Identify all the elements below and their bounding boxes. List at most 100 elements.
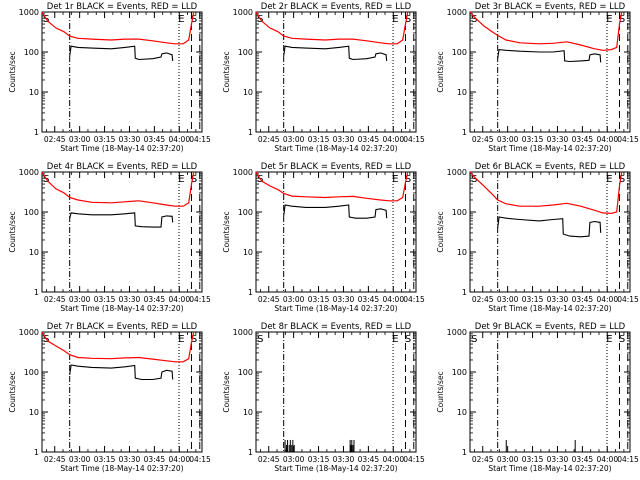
y-tick-label: 100 — [238, 208, 253, 217]
lld-series-line — [255, 171, 409, 202]
y-tick-label: 10 — [243, 248, 253, 257]
x-tick-label: 04:00 — [168, 135, 190, 144]
y-tick-label: 1 — [462, 288, 467, 297]
x-tick-label: 03:45 — [144, 455, 166, 464]
x-tick-label: 03:00 — [283, 135, 305, 144]
y-tick-label: 1 — [248, 288, 253, 297]
x-tick-label: 03:00 — [69, 455, 91, 464]
y-tick-label: 1000 — [19, 168, 39, 177]
x-tick-label: 03:30 — [333, 295, 355, 304]
marker-label-s: S — [405, 174, 411, 185]
y-tick-label: 10 — [243, 88, 253, 97]
y-tick-label: 100 — [24, 48, 39, 57]
y-tick-label: 1000 — [447, 328, 467, 337]
y-tick-label: 1000 — [447, 168, 467, 177]
panel-title: Det 4r BLACK = Events, RED = LLD — [47, 162, 198, 172]
events-series-line — [69, 45, 174, 61]
x-axis-label: Start Time (18-May-14 02:37:20) — [488, 464, 611, 473]
panel-det-4: Det 4r BLACK = Events, RED = LLD 1 10 100 10… — [8, 162, 211, 313]
plot-frame — [41, 171, 203, 293]
lld-series-line — [469, 11, 623, 51]
panel-det-2: Det 2r BLACK = Events, RED = LLD 1 10 100 10… — [222, 2, 425, 153]
x-tick-label: 03:45 — [358, 295, 380, 304]
y-tick-label: 10 — [29, 248, 39, 257]
y-tick-label: 1 — [34, 448, 39, 457]
x-tick-label: 02:45 — [44, 295, 66, 304]
y-tick-label: 1 — [34, 288, 39, 297]
y-tick-label: 10 — [243, 408, 253, 417]
marker-label-e: E — [606, 334, 612, 345]
x-tick-label: 03:15 — [522, 135, 544, 144]
x-tick-label: 03:00 — [283, 455, 305, 464]
panel-det-5: Det 5r BLACK = Events, RED = LLD 1 10 100 10… — [222, 162, 425, 313]
marker-label-s: S — [619, 174, 625, 185]
y-tick-label: 1000 — [447, 8, 467, 17]
y-tick-label: 1 — [248, 128, 253, 137]
x-tick-label: 03:15 — [94, 295, 116, 304]
x-axis-label: Start Time (18-May-14 02:37:20) — [60, 144, 183, 153]
x-tick-label: 03:00 — [497, 455, 519, 464]
plot-frame — [255, 331, 417, 453]
events-series-line — [497, 216, 602, 238]
panel-title: Det 7r BLACK = Events, RED = LLD — [47, 322, 198, 332]
y-tick-label: 100 — [238, 48, 253, 57]
events-series-line — [283, 204, 388, 219]
lld-series-line — [41, 171, 195, 207]
x-tick-label: 03:00 — [497, 135, 519, 144]
y-tick-label: 1 — [34, 128, 39, 137]
x-tick-label: 04:15 — [189, 455, 211, 464]
x-tick-label: 03:30 — [119, 135, 141, 144]
y-tick-label: 1 — [462, 128, 467, 137]
panel-title: Det 8r BLACK = Events, RED = LLD — [261, 322, 412, 332]
x-tick-label: 03:30 — [547, 295, 569, 304]
x-axis-label: Start Time (18-May-14 02:37:20) — [274, 304, 397, 313]
x-tick-label: 03:45 — [358, 455, 380, 464]
x-tick-label: 03:30 — [547, 455, 569, 464]
x-tick-label: 04:15 — [617, 295, 639, 304]
x-tick-label: 04:00 — [168, 295, 190, 304]
y-tick-label: 10 — [29, 408, 39, 417]
y-axis-label: Counts/sec — [222, 211, 231, 252]
y-axis-label: Counts/sec — [8, 51, 17, 92]
x-tick-label: 04:15 — [189, 295, 211, 304]
x-tick-label: 03:45 — [572, 135, 594, 144]
x-tick-label: 04:15 — [403, 295, 425, 304]
marker-label-s: S — [471, 174, 477, 185]
events-series-line — [497, 49, 602, 63]
x-tick-label: 03:00 — [283, 295, 305, 304]
x-tick-label: 03:15 — [522, 295, 544, 304]
marker-label-s: S — [471, 334, 477, 345]
x-tick-label: 04:15 — [617, 455, 639, 464]
events-series-line — [69, 364, 174, 381]
marker-label-s: S — [405, 14, 411, 25]
y-axis-label: Counts/sec — [8, 371, 17, 412]
marker-label-s: S — [619, 334, 625, 345]
panel-det-1: Det 1r BLACK = Events, RED = LLD 1 10 100 10… — [8, 2, 211, 153]
y-tick-label: 100 — [452, 208, 467, 217]
panel-title: Det 1r BLACK = Events, RED = LLD — [47, 2, 198, 12]
x-tick-label: 03:30 — [119, 455, 141, 464]
x-tick-label: 03:00 — [69, 135, 91, 144]
y-tick-label: 100 — [452, 368, 467, 377]
marker-label-s: S — [191, 14, 197, 25]
x-tick-label: 03:45 — [572, 455, 594, 464]
y-tick-label: 1 — [462, 448, 467, 457]
plot-frame — [41, 11, 203, 133]
x-tick-label: 03:45 — [144, 295, 166, 304]
x-tick-label: 02:45 — [258, 135, 280, 144]
x-tick-label: 04:00 — [596, 135, 618, 144]
x-tick-label: 03:30 — [119, 295, 141, 304]
x-tick-label: 04:00 — [382, 295, 404, 304]
marker-label-s: S — [257, 334, 263, 345]
marker-label-s: S — [471, 14, 477, 25]
x-tick-label: 02:45 — [44, 455, 66, 464]
y-tick-label: 1000 — [233, 168, 253, 177]
x-tick-label: 04:00 — [382, 135, 404, 144]
plot-frame — [469, 331, 631, 453]
y-axis-label: Counts/sec — [436, 211, 445, 252]
marker-label-e: E — [392, 14, 398, 25]
x-axis-label: Start Time (18-May-14 02:37:20) — [488, 144, 611, 153]
marker-label-s: S — [619, 14, 625, 25]
marker-label-e: E — [606, 14, 612, 25]
x-tick-label: 03:15 — [522, 455, 544, 464]
